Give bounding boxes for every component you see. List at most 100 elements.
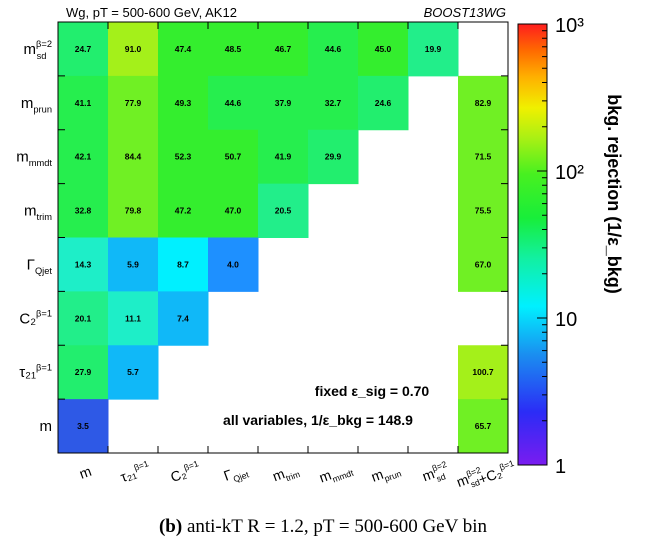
heatmap-cell bbox=[158, 22, 209, 77]
x-axis-labels: m τ₂₁β=1 C₂β=1 ΓQjet mtrim mmmdt mprun mβ=2sd mβ… bbox=[77, 453, 518, 494]
colorbar-tick-label: 10² bbox=[555, 162, 584, 184]
cell-value-label: 65.7 bbox=[475, 421, 492, 431]
cell-value-label: 47.0 bbox=[225, 206, 242, 216]
cell-value-label: 48.5 bbox=[225, 44, 242, 54]
heatmap-cell bbox=[58, 22, 109, 77]
cell-value-label: 29.9 bbox=[325, 152, 342, 162]
cell-value-label: 47.4 bbox=[175, 44, 192, 54]
heatmap-cell-labels: 24.7 91.0 47.4 48.5 46.7 44.6 45.0 19.9 41.1 77.9… bbox=[75, 44, 494, 431]
y-axis-labels: mβ=2 sd mprun mmmdt mtrim ΓQjet C₂β=1 τ₂₁β=1 m bbox=[16, 39, 52, 435]
colorbar-tick-label: 10³ bbox=[555, 15, 584, 37]
colorbar-ticks: 1 10 10² 10³ bbox=[537, 15, 584, 478]
cell-value-label: 41.9 bbox=[275, 152, 292, 162]
colorbar bbox=[517, 23, 548, 466]
heatmap-cell bbox=[108, 291, 159, 346]
heatmap-cell bbox=[158, 75, 209, 131]
heatmap-cell bbox=[458, 345, 509, 400]
axis-label: mtrim bbox=[24, 203, 52, 223]
axis-label: mtrim bbox=[270, 460, 301, 487]
caption-label: (b) bbox=[158, 516, 183, 537]
cell-value-label: 100.7 bbox=[472, 367, 494, 377]
heatmap-cell bbox=[58, 183, 109, 238]
heatmap-cell bbox=[258, 22, 309, 77]
heatmap-cell bbox=[308, 22, 359, 77]
heatmap-cell bbox=[458, 129, 509, 185]
cell-value-label: 52.3 bbox=[175, 152, 192, 162]
cell-value-label: 77.9 bbox=[125, 98, 142, 108]
heatmap-cell bbox=[108, 237, 159, 292]
chart-title-left: Wg, pT = 500-600 GeV, AK12 bbox=[66, 5, 237, 20]
cell-value-label: 32.7 bbox=[325, 98, 342, 108]
cell-value-label: 41.1 bbox=[75, 98, 92, 108]
heatmap-cell bbox=[358, 22, 409, 77]
heatmap-cell bbox=[158, 237, 209, 292]
axis-ticks bbox=[57, 21, 509, 454]
heatmap-cell bbox=[458, 237, 509, 292]
heatmap-cell bbox=[358, 75, 409, 131]
cell-value-label: 50.7 bbox=[225, 152, 242, 162]
colorbar-tick-label: 10 bbox=[555, 309, 577, 331]
heatmap-cell bbox=[108, 345, 159, 400]
heatmap-cell bbox=[58, 237, 109, 292]
heatmap-cell bbox=[58, 399, 109, 454]
heatmap-cell bbox=[208, 237, 259, 292]
heatmap-chart: 24.7 91.0 47.4 48.5 46.7 44.6 45.0 19.9 41.1 77.9… bbox=[16, 5, 624, 494]
heatmap-cell bbox=[258, 129, 309, 185]
cell-value-label: 24.7 bbox=[75, 44, 92, 54]
cell-value-label: 14.3 bbox=[75, 259, 92, 269]
cell-value-label: 7.4 bbox=[177, 313, 189, 323]
cell-value-label: 82.9 bbox=[475, 98, 492, 108]
cell-value-label: 75.5 bbox=[475, 206, 492, 216]
cell-value-label: 67.0 bbox=[475, 259, 492, 269]
axis-label: mprun bbox=[369, 460, 403, 488]
heatmap-cell bbox=[458, 183, 509, 238]
cell-value-label: 49.3 bbox=[175, 98, 192, 108]
axis-label: ΓQjet bbox=[27, 256, 53, 276]
heatmap-cell bbox=[258, 75, 309, 131]
heatmap-cell bbox=[208, 183, 259, 238]
cell-value-label: 20.1 bbox=[75, 313, 92, 323]
cell-value-label: 32.8 bbox=[75, 206, 92, 216]
heatmap-cell bbox=[208, 22, 259, 77]
cell-value-label: 11.1 bbox=[125, 313, 141, 323]
cell-value-label: 3.5 bbox=[77, 421, 89, 431]
heatmap-cell bbox=[208, 129, 259, 185]
cell-value-label: 71.5 bbox=[475, 152, 492, 162]
heatmap-cell bbox=[158, 129, 209, 185]
cell-value-label: 42.1 bbox=[75, 152, 92, 162]
heatmap-cell bbox=[58, 291, 109, 346]
heatmap-cell bbox=[108, 75, 159, 131]
heatmap-cell bbox=[58, 129, 109, 185]
cell-value-label: 5.9 bbox=[127, 259, 139, 269]
axis-label: ΓQjet bbox=[221, 461, 250, 487]
annotation-all-vars: all variables, 1/ε_bkg = 148.9 bbox=[223, 412, 413, 428]
cell-value-label: 91.0 bbox=[125, 44, 142, 54]
axis-label: mβ=2sd+C₂β=1 bbox=[454, 453, 518, 494]
cell-value-label: 8.7 bbox=[177, 259, 189, 269]
axis-label: C₂β=1 bbox=[19, 309, 52, 328]
axis-label: m bbox=[77, 463, 93, 482]
heatmap-cell bbox=[258, 183, 309, 238]
axis-label: mβ=2sd bbox=[420, 459, 452, 488]
colorbar-label: bkg. rejection (1/ε_bkg) bbox=[604, 94, 624, 294]
cell-value-label: 27.9 bbox=[75, 367, 92, 377]
heatmap-cell bbox=[408, 22, 459, 77]
axis-label: mmmdt bbox=[16, 149, 52, 169]
cell-value-label: 5.7 bbox=[127, 367, 139, 377]
cell-value-label: 44.6 bbox=[225, 98, 242, 108]
axis-label: m bbox=[40, 418, 53, 435]
heatmap-cell bbox=[108, 22, 159, 77]
chart-title-right: BOOST13WG bbox=[424, 5, 506, 20]
heatmap-cell bbox=[58, 345, 109, 400]
axis-label: τ₂₁β=1 bbox=[118, 458, 153, 485]
heatmap-cell bbox=[158, 291, 209, 346]
heatmap-cell bbox=[208, 75, 259, 131]
heatmap-cell bbox=[458, 399, 509, 454]
heatmap-cell bbox=[458, 75, 509, 131]
cell-value-label: 37.9 bbox=[275, 98, 292, 108]
cell-value-label: 79.8 bbox=[125, 206, 142, 216]
cell-value-label: 24.6 bbox=[375, 98, 392, 108]
cell-value-label: 44.6 bbox=[325, 44, 342, 54]
axis-label: τ₂₁β=1 bbox=[19, 362, 52, 381]
heatmap-cell bbox=[308, 129, 359, 185]
